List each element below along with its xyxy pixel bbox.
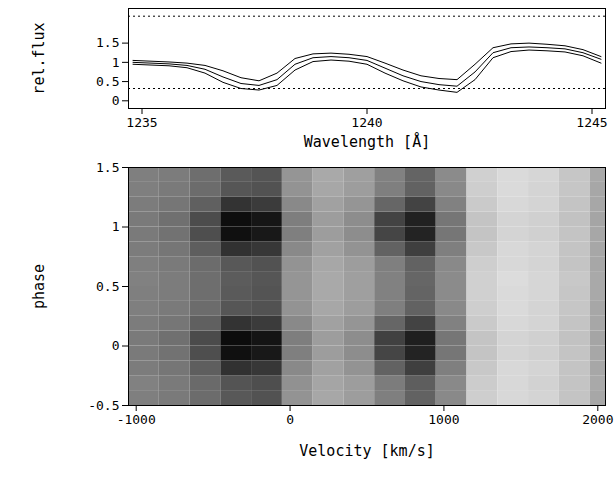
svg-text:1000: 1000 [428, 412, 459, 427]
svg-text:0: 0 [112, 93, 120, 108]
svg-text:rel.flux: rel.flux [30, 22, 48, 94]
svg-text:0.5: 0.5 [96, 74, 119, 89]
svg-text:0: 0 [286, 412, 294, 427]
svg-text:2000: 2000 [582, 412, 613, 427]
svg-text:1245: 1245 [576, 115, 607, 130]
svg-text:-0.5: -0.5 [88, 398, 119, 413]
svg-text:0.5: 0.5 [96, 279, 119, 294]
svg-text:1235: 1235 [126, 115, 157, 130]
svg-text:-1000: -1000 [117, 412, 156, 427]
svg-text:1240: 1240 [351, 115, 382, 130]
svg-text:phase: phase [30, 264, 48, 309]
svg-text:1.5: 1.5 [96, 160, 119, 175]
svg-text:0: 0 [112, 338, 120, 353]
svg-text:1: 1 [112, 219, 120, 234]
svg-text:Velocity [km/s]: Velocity [km/s] [299, 442, 434, 460]
svg-text:1.5: 1.5 [96, 35, 119, 50]
svg-text:Wavelength [Å]: Wavelength [Å] [304, 132, 430, 151]
svg-text:1: 1 [112, 55, 120, 70]
